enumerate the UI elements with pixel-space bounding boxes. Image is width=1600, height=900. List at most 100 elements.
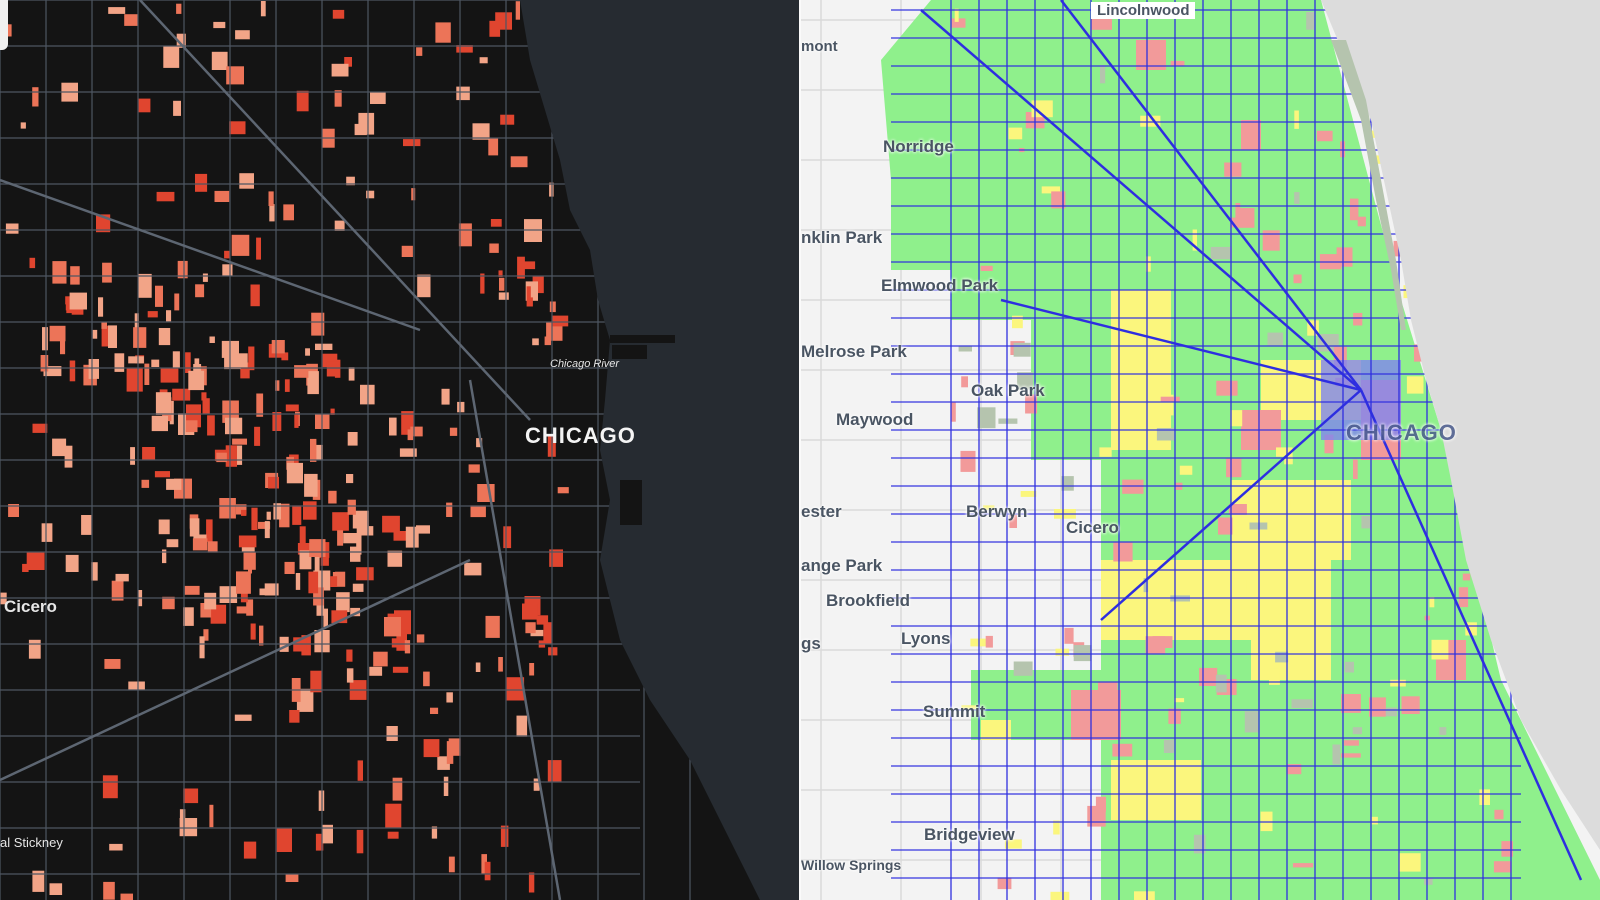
- parcel: [209, 336, 215, 343]
- zone-parcel: [1216, 380, 1238, 396]
- parcel: [557, 487, 569, 494]
- zone-parcel: [1267, 332, 1284, 346]
- parcel: [346, 176, 355, 186]
- zone-parcel: [1012, 315, 1023, 329]
- parcel: [314, 553, 320, 573]
- parcel: [296, 90, 309, 112]
- corner-tab[interactable]: [0, 0, 8, 50]
- parcel: [192, 538, 208, 551]
- parcel: [499, 277, 505, 291]
- parcel: [331, 63, 349, 77]
- parcel: [416, 47, 423, 56]
- parcel: [176, 3, 182, 14]
- zone-parcel: [1424, 877, 1433, 885]
- parcel: [285, 404, 299, 412]
- parcel: [310, 670, 322, 693]
- zone-parcel: [1414, 344, 1422, 362]
- gs-label: gs: [801, 634, 821, 653]
- parcel: [321, 824, 333, 844]
- parcel: [549, 301, 556, 313]
- parcel: [69, 292, 87, 310]
- parcel: [308, 571, 319, 594]
- norridge-label: Norridge: [883, 137, 954, 156]
- right-map-canvas[interactable]: [801, 0, 1600, 900]
- parcel: [430, 707, 439, 714]
- parcel: [104, 659, 121, 669]
- parcel: [303, 501, 317, 520]
- parcel: [347, 432, 358, 446]
- parcel: [264, 521, 270, 539]
- zone-parcel: [1073, 645, 1092, 662]
- zone-parcel: [1113, 542, 1133, 562]
- parcel: [109, 843, 123, 851]
- zone-parcel: [1145, 256, 1151, 272]
- parcel: [81, 515, 92, 535]
- zone-parcel: [1501, 841, 1513, 857]
- zone-parcel: [1193, 834, 1206, 854]
- parcel: [543, 622, 552, 644]
- parcel: [64, 445, 73, 468]
- left-map-canvas[interactable]: [0, 0, 799, 900]
- parcel: [405, 526, 419, 548]
- zone-parcel: [1112, 443, 1123, 450]
- zone-parcel: [1227, 578, 1247, 600]
- left-map[interactable]: CHICAGO Chicago River Cicero al Stickney: [0, 0, 799, 900]
- zone-parcel: [1429, 597, 1435, 608]
- parcel: [423, 739, 440, 758]
- parcel: [389, 417, 397, 436]
- parcel: [446, 741, 454, 764]
- zone-parcel: [1160, 396, 1180, 402]
- zone-parcel: [1336, 247, 1353, 267]
- parcel: [456, 86, 470, 101]
- cicero-label: Cicero: [4, 597, 57, 616]
- parcel: [530, 629, 544, 637]
- parcel: [516, 715, 528, 737]
- chicago-label: CHICAGO: [525, 423, 636, 448]
- zone-parcel: [1352, 727, 1362, 735]
- lyons-label: Lyons: [901, 629, 951, 648]
- parcel: [160, 368, 179, 383]
- parcel: [480, 273, 485, 294]
- cicero-label-right: Cicero: [1066, 518, 1119, 537]
- zone-parcel: [1353, 459, 1358, 479]
- willow-springs-label: Willow Springs: [801, 857, 902, 873]
- parcel: [201, 392, 207, 401]
- parcel: [323, 608, 328, 627]
- parcel: [391, 638, 399, 648]
- parcel: [387, 831, 399, 839]
- parcel: [530, 281, 538, 298]
- parcel: [548, 647, 558, 656]
- parcel: [294, 414, 299, 428]
- parcel: [260, 1, 266, 17]
- zone-parcel: [1031, 100, 1053, 118]
- parcel: [155, 285, 163, 307]
- parcel: [457, 401, 465, 413]
- zone-parcel: [1008, 127, 1023, 140]
- parcel: [209, 804, 214, 828]
- parcel: [326, 361, 340, 377]
- zone-parcel: [1324, 434, 1334, 454]
- zone-parcel: [1275, 651, 1289, 663]
- parcel: [26, 552, 45, 570]
- parcel: [490, 219, 502, 227]
- right-map[interactable]: CHICAGO Lincolnwood mont Norridge nklin …: [801, 0, 1600, 900]
- parcel: [369, 666, 383, 676]
- parcel: [158, 328, 171, 346]
- parcel: [225, 417, 243, 435]
- lakefront-park: [1331, 40, 1406, 330]
- parcel: [162, 549, 167, 564]
- zone-parcel: [1025, 394, 1038, 414]
- brookfield-label: Brookfield: [826, 591, 911, 610]
- parcel: [479, 57, 488, 64]
- zone-parcel: [1009, 514, 1017, 528]
- stickney-label: al Stickney: [0, 835, 63, 850]
- parcel: [158, 519, 170, 535]
- parcel: [311, 312, 325, 336]
- parcel: [111, 580, 124, 601]
- parcel: [503, 526, 512, 549]
- parcel: [250, 284, 260, 307]
- parcel: [360, 384, 375, 405]
- zone-parcel: [1179, 465, 1193, 475]
- parcel: [29, 257, 36, 269]
- parcel: [350, 607, 361, 617]
